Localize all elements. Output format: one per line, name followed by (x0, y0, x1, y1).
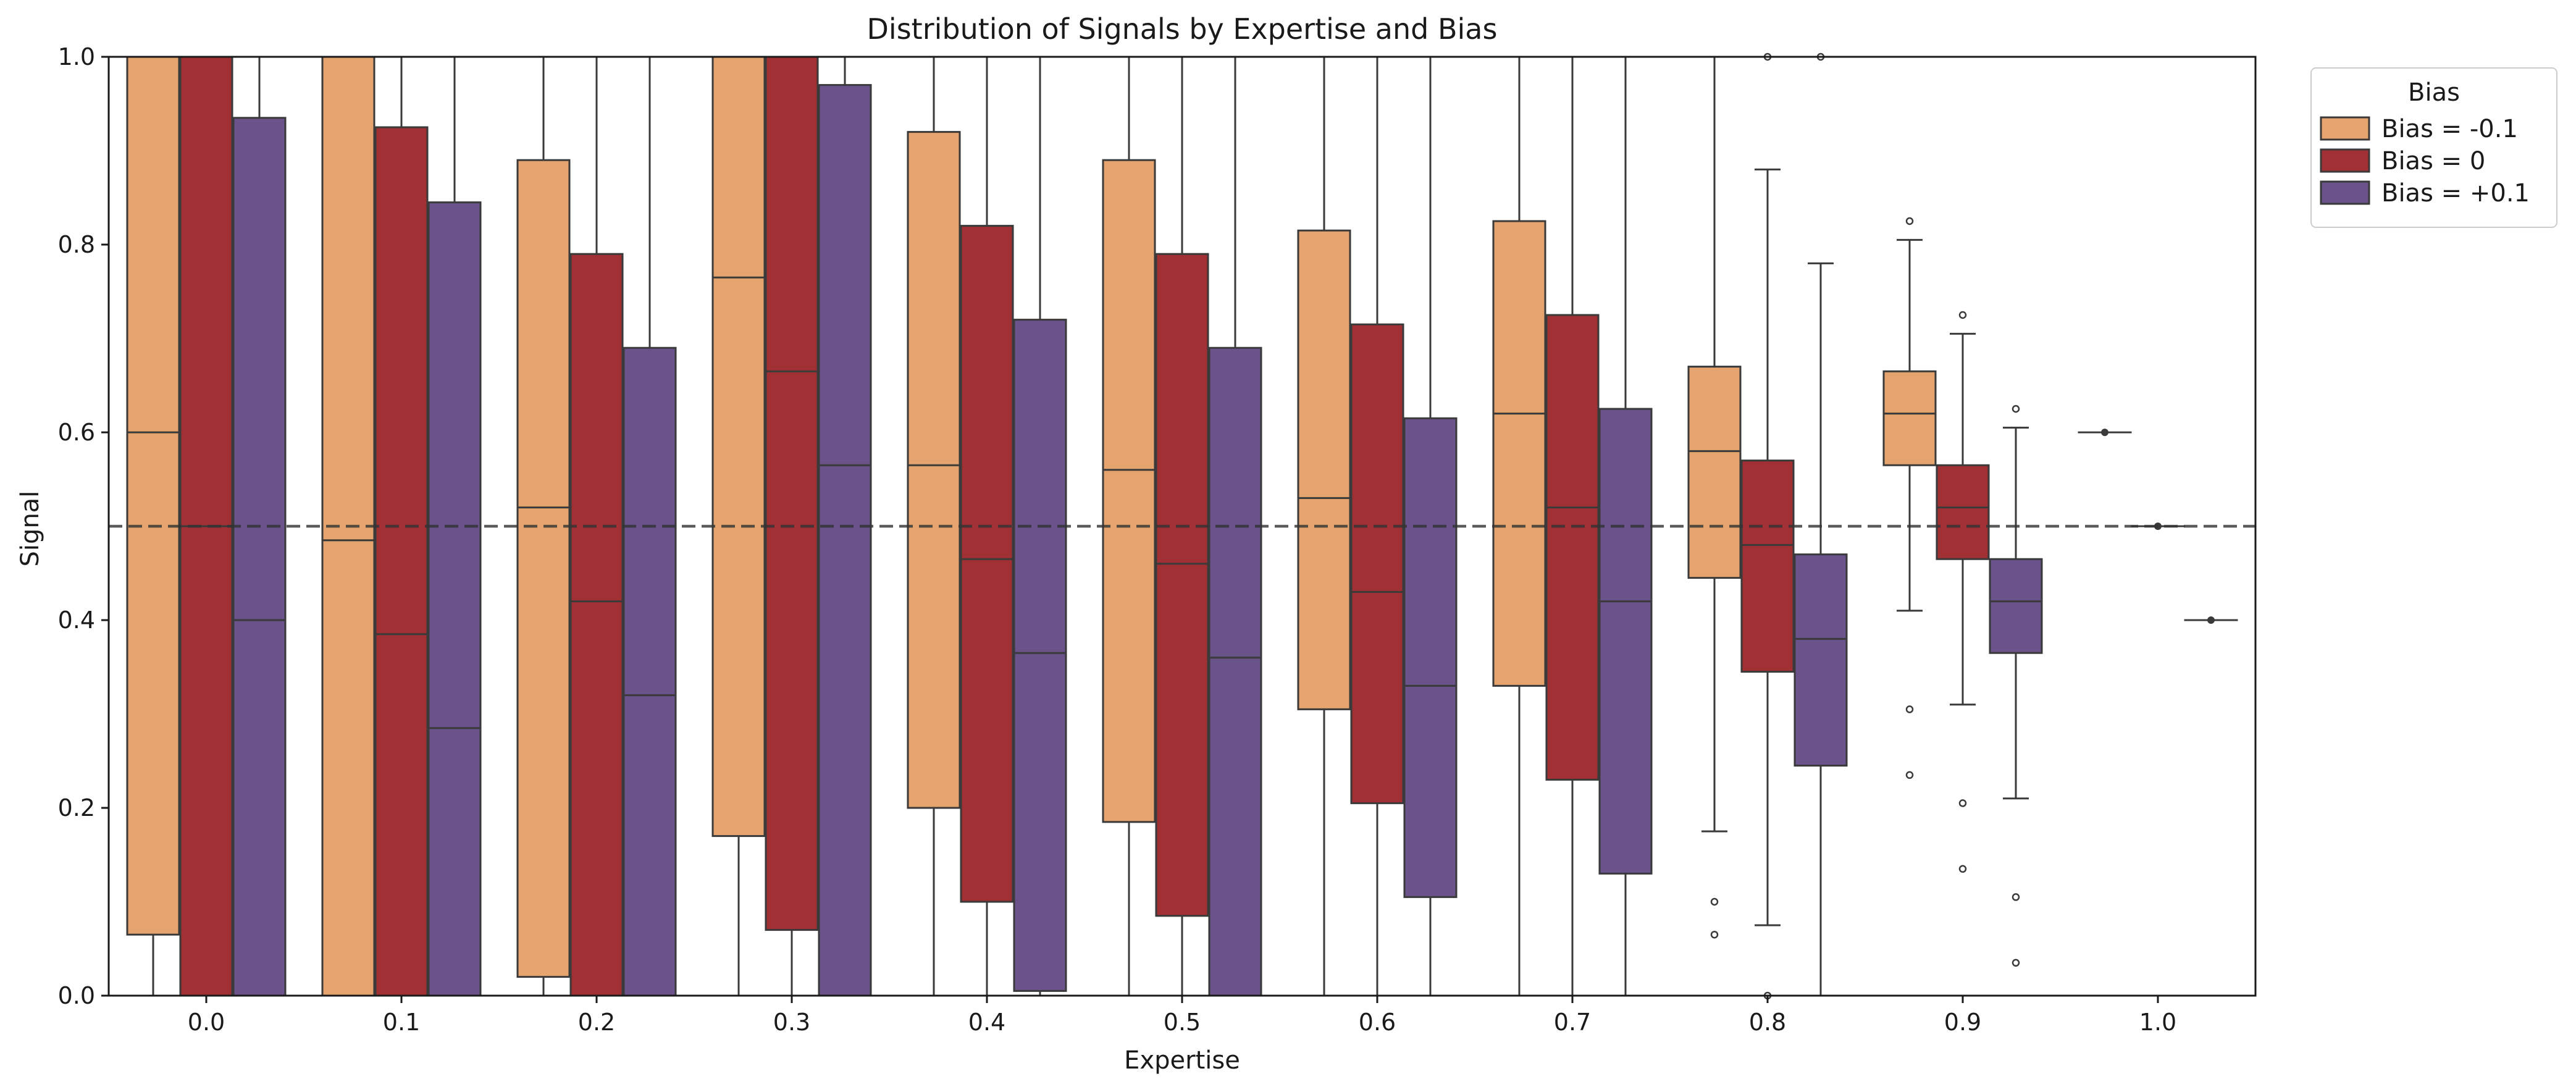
box-outlier (2012, 405, 2020, 413)
box-body (818, 84, 872, 997)
legend-label: Bias = -0.1 (2381, 115, 2518, 143)
box-body (1687, 366, 1742, 579)
box-body (1403, 417, 1458, 898)
box-outlier (2012, 959, 2020, 967)
box-body (1492, 220, 1546, 687)
box-body (1794, 553, 1848, 767)
box-body (1545, 314, 1600, 781)
x-tick-label: 0.0 (188, 1009, 225, 1036)
box-outlier (1958, 865, 1967, 873)
box-outlier (1905, 217, 1914, 225)
box-body (623, 346, 677, 997)
plot-area: 0.0 0.2 0.4 0.6 0.8 1.0 0.0 0.1 0.2 0.3 0.4 0.5 0.6 0… (58, 43, 2257, 1036)
x-tick-label: 0.8 (1749, 1009, 1786, 1036)
y-tick-label: 0.2 (58, 794, 95, 821)
box-body (711, 56, 766, 838)
x-axis-label: Expertise (1124, 1046, 1240, 1075)
x-tick-label: 0.9 (1944, 1009, 1981, 1036)
box-body (1936, 464, 1990, 560)
x-tick-label: 1.0 (2139, 1009, 2176, 1036)
x-tick-label: 0.5 (1164, 1009, 1201, 1036)
legend-frame (2310, 67, 2557, 228)
x-tick-label: 0.3 (773, 1009, 810, 1036)
box-body (232, 117, 287, 997)
x-tick-label: 0.6 (1359, 1009, 1396, 1036)
box-body (1297, 229, 1351, 710)
y-tick-label: 0.6 (58, 419, 95, 446)
y-axis-label: Signal (16, 491, 44, 567)
box-body (1740, 460, 1795, 673)
box-outlier (1958, 799, 1967, 807)
box-body (374, 126, 429, 997)
legend: Bias Bias = -0.1 Bias = 0 Bias = +0.1 (2310, 67, 2557, 228)
box-outlier (1905, 705, 1914, 713)
y-tick-label: 0.8 (58, 231, 95, 258)
box-outlier (2012, 893, 2020, 901)
box-body (1155, 253, 1209, 917)
box-outlier (1958, 311, 1967, 319)
x-tick-label: 0.2 (578, 1009, 615, 1036)
legend-label: Bias = +0.1 (2381, 179, 2530, 208)
x-tick-label: 0.4 (968, 1009, 1005, 1036)
box-body (1882, 370, 1937, 466)
box-body (1102, 159, 1156, 823)
box-body (1989, 558, 2043, 654)
legend-title: Bias (2408, 78, 2460, 107)
box-outlier (1710, 897, 1719, 906)
box-body (569, 253, 624, 997)
box-outlier (1905, 771, 1914, 779)
box-body (1350, 323, 1404, 804)
legend-label: Bias = 0 (2381, 147, 2485, 175)
box-body (765, 56, 819, 931)
chart-title: Distribution of Signals by Expertise and… (867, 12, 1498, 46)
series-group (179, 52, 2185, 1000)
box-body (1208, 346, 1262, 997)
box-body (516, 159, 571, 978)
y-tick-label: 0.0 (58, 982, 95, 1009)
legend-swatch (2320, 180, 2370, 205)
box-body (1598, 408, 1653, 875)
box-point (2101, 429, 2108, 436)
x-tick-label: 0.1 (383, 1009, 420, 1036)
legend-swatch (2320, 148, 2370, 173)
box-outlier (1710, 930, 1719, 939)
box-body (126, 56, 180, 936)
box-point (2207, 616, 2215, 624)
box-body (960, 225, 1014, 903)
x-tick-label: 0.7 (1554, 1009, 1591, 1036)
y-tick-label: 1.0 (58, 43, 95, 70)
box-body (907, 131, 961, 809)
box-body (427, 201, 482, 997)
box-body (1013, 319, 1067, 992)
legend-swatch (2320, 116, 2370, 141)
series-group (126, 56, 2132, 997)
y-tick-label: 0.4 (58, 607, 95, 634)
